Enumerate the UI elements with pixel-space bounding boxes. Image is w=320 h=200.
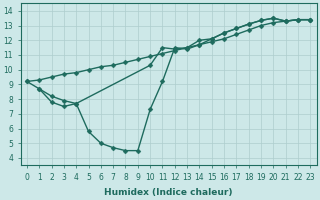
X-axis label: Humidex (Indice chaleur): Humidex (Indice chaleur) bbox=[104, 188, 233, 197]
